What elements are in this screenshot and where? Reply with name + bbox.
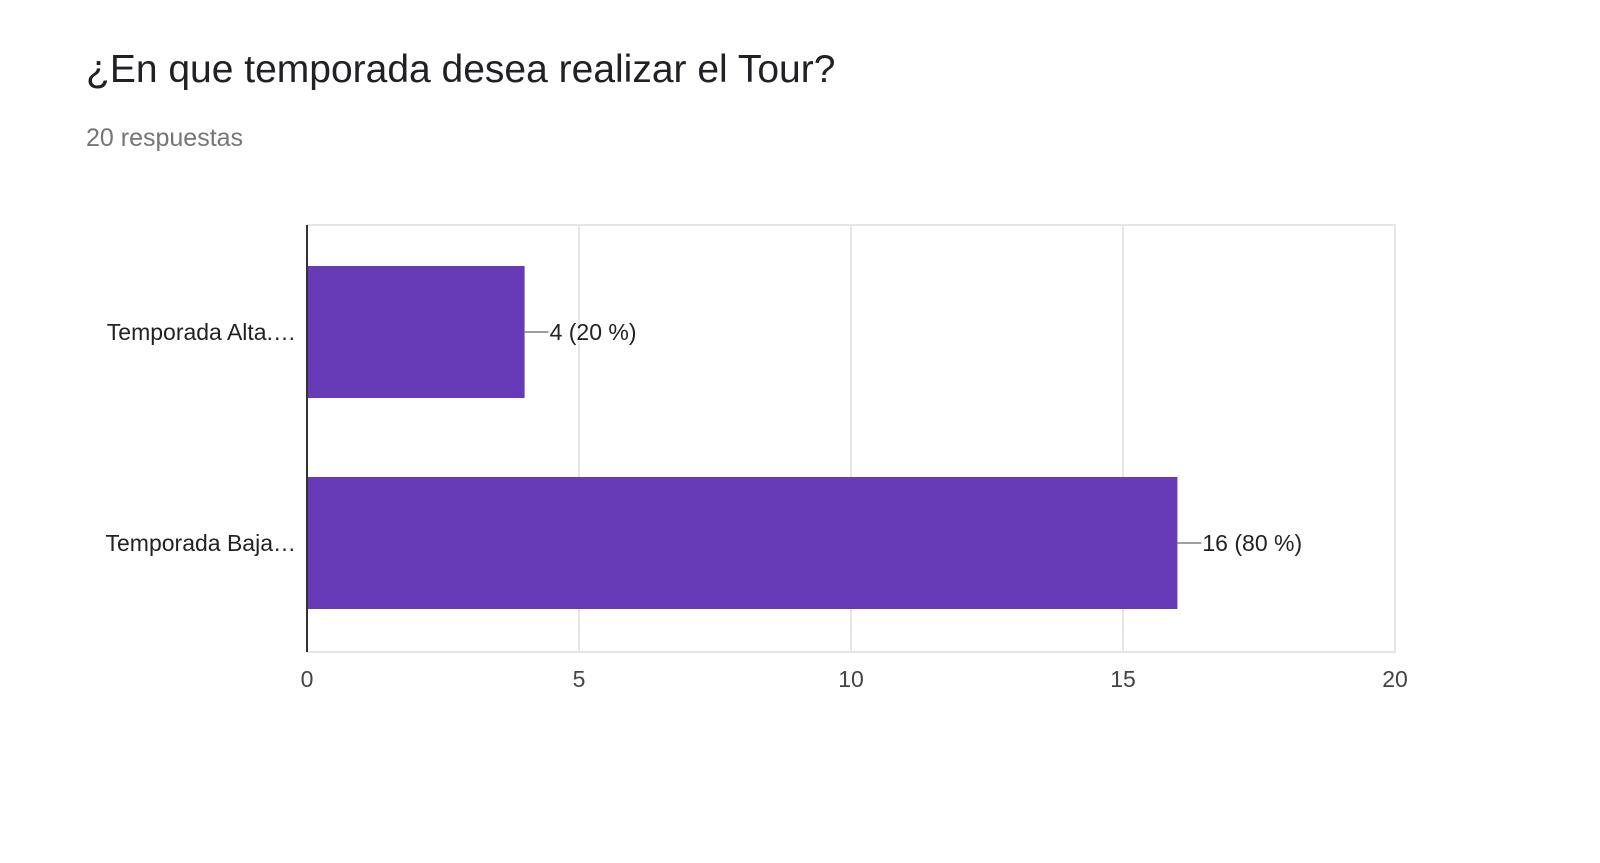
data-labels: 4 (20 %) 16 (80 %) — [524, 319, 1302, 556]
bar — [307, 266, 525, 398]
x-tick-label: 0 — [301, 666, 314, 692]
x-tick-label: 5 — [573, 666, 586, 692]
x-tick-label: 10 — [838, 666, 864, 692]
bar — [307, 477, 1178, 609]
data-label: 16 (80 %) — [1202, 530, 1302, 556]
bars — [307, 266, 1178, 609]
x-tick-label: 15 — [1110, 666, 1136, 692]
category-labels: Temporada Alta.… Temporada Baja… — [106, 319, 297, 556]
category-label: Temporada Alta.… — [107, 319, 296, 345]
data-label: 4 (20 %) — [550, 319, 637, 345]
category-label: Temporada Baja… — [106, 530, 297, 556]
response-count: 20 respuestas — [86, 124, 244, 152]
x-tick-label: 20 — [1382, 666, 1408, 692]
x-axis-ticks: 0 5 10 15 20 — [301, 666, 1408, 692]
question-title: ¿En que temporada desea realizar el Tour… — [86, 48, 836, 91]
